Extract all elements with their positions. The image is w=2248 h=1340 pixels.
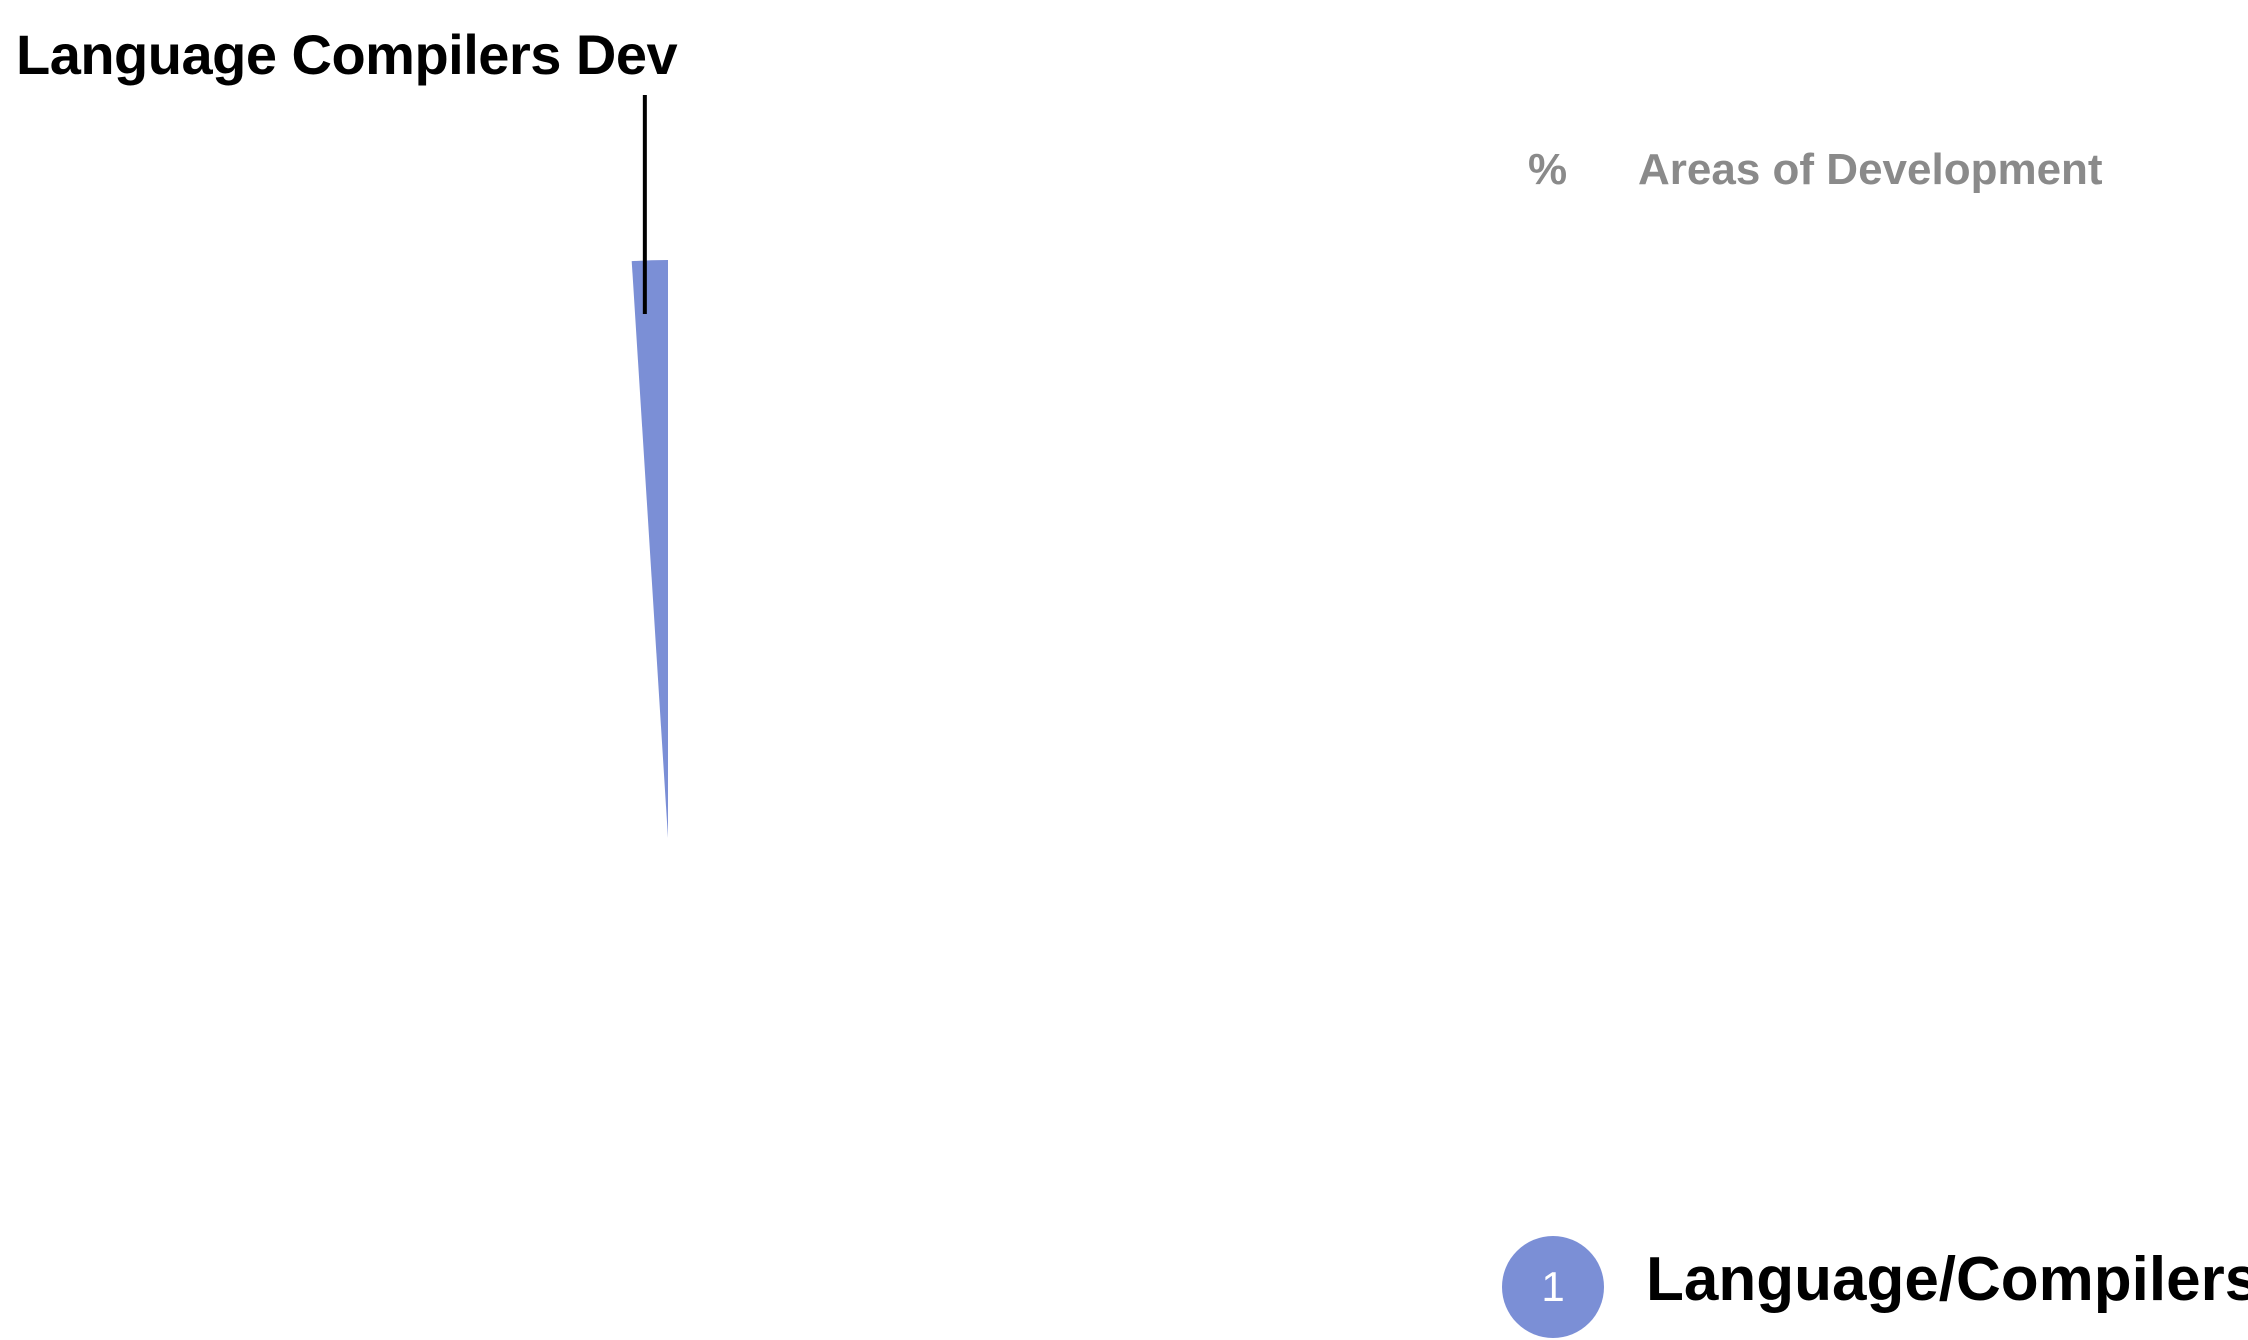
legend-title: Areas of Development <box>1638 145 2103 194</box>
legend-percent-header: % <box>1528 145 1568 194</box>
slice-callout-label: Language Compilers Dev <box>16 23 678 86</box>
pie-slice-language-compilers <box>631 260 668 838</box>
legend-item-label: Language/Compilers <box>1646 1245 2248 1314</box>
legend-rank-badge: 1 <box>1502 1236 1604 1338</box>
